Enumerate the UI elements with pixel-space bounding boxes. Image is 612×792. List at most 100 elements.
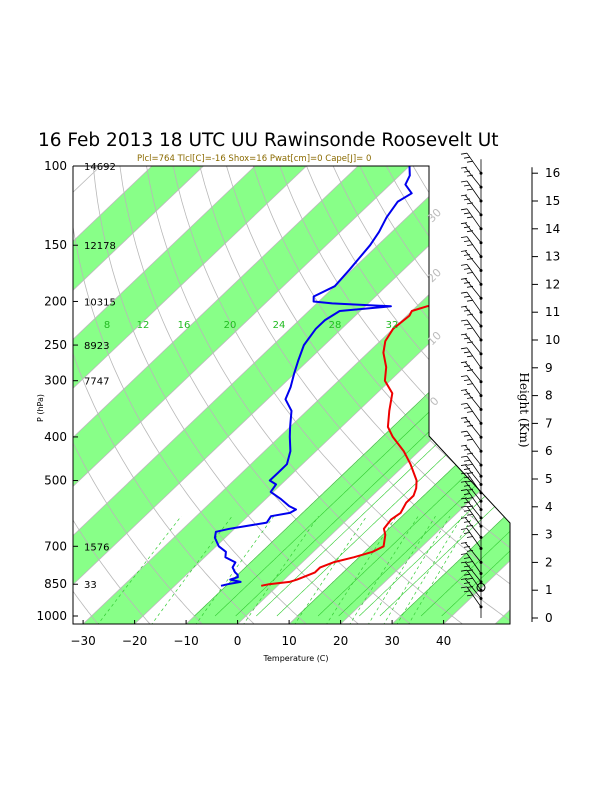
barb-flag — [463, 520, 471, 523]
moist-adiabat — [420, 301, 510, 617]
barb-flag — [460, 277, 468, 280]
height-tick-label: 2 — [545, 555, 553, 569]
dry-adiabat — [73, 166, 309, 624]
mixing-ratio-line — [96, 515, 182, 624]
x-tick-label: 40 — [436, 634, 451, 648]
barb-flag — [460, 464, 468, 466]
barb-flag — [463, 468, 471, 470]
barb-flag — [460, 403, 468, 405]
barb-flag — [466, 497, 474, 499]
moist-adiabat — [441, 301, 510, 617]
barb-flag — [466, 216, 474, 219]
height-annotation: 8923 — [84, 341, 109, 352]
height-tick-label: 6 — [545, 444, 553, 458]
moist-band — [73, 166, 329, 624]
barb-flag — [460, 264, 468, 266]
wind-barb — [466, 375, 482, 396]
wind-barb — [466, 403, 482, 424]
mixing-ratio-label: 32 — [386, 320, 399, 331]
barb-flag — [463, 459, 471, 462]
isotherm-label: 20 — [425, 266, 444, 285]
dry-adiabat — [279, 166, 510, 624]
barb-flag — [463, 476, 471, 479]
barb-flag — [460, 505, 468, 508]
wind-barb — [466, 347, 482, 369]
p-tick-label: 100 — [44, 159, 67, 173]
isotherm-label: 0 — [427, 394, 441, 408]
height-tick-label: 8 — [545, 389, 553, 403]
plot-frame — [72, 165, 511, 625]
barb-flag — [460, 578, 468, 580]
height-tick-label: 12 — [545, 277, 560, 291]
height-annotation: 1576 — [84, 542, 109, 553]
height-annotation: 7747 — [84, 377, 109, 388]
barb-flag — [460, 472, 468, 475]
moist-adiabat — [359, 301, 510, 617]
barb-flag — [466, 411, 474, 413]
barb-flag — [466, 480, 474, 483]
barb-flag — [460, 361, 468, 364]
barb-flag — [463, 434, 471, 437]
wind-barb — [464, 250, 482, 271]
x-axis-title: Temperature (C) — [262, 654, 328, 663]
barb-flag — [460, 319, 468, 322]
dry-adiabat — [92, 166, 361, 624]
barb-flag — [460, 528, 468, 530]
barb-flag — [466, 452, 474, 455]
barb-flag — [460, 489, 468, 491]
barb-flag — [460, 586, 468, 589]
barb-flag — [466, 355, 474, 358]
moist-band — [73, 166, 226, 624]
barb-flag — [460, 375, 468, 377]
wind-barb — [466, 506, 482, 527]
wind-barb — [464, 361, 482, 382]
wind-barb — [466, 430, 482, 452]
barb-flag — [466, 230, 474, 233]
barb-flag — [463, 170, 471, 173]
barb-flag — [466, 561, 474, 563]
height-annotation: 33 — [84, 580, 97, 591]
barb-flag — [460, 347, 468, 350]
dry-adiabat — [73, 166, 100, 624]
isotherm-line — [73, 166, 483, 624]
x-tick-label: 30 — [384, 634, 399, 648]
barb-flag — [463, 379, 471, 381]
barb-flag — [463, 365, 471, 368]
p-tick-label: 700 — [44, 539, 67, 553]
barb-flag — [463, 309, 471, 312]
barb-flag — [463, 281, 471, 284]
wind-barb — [466, 569, 482, 591]
barb-flag — [463, 420, 471, 423]
barb-flag — [460, 430, 468, 433]
wind-barb — [466, 264, 482, 285]
barb-flag — [460, 250, 468, 252]
wind-barb — [466, 319, 482, 341]
barb-flag — [466, 472, 474, 474]
chart-subtitle: Plcl=764 Tlcl[C]=-16 Shox=16 Pwat[cm]=0 … — [137, 154, 372, 164]
isotherm-line — [73, 166, 277, 624]
p-tick-label: 500 — [44, 474, 67, 488]
p-tick-label: 400 — [44, 430, 67, 444]
mixing-ratio-line — [407, 516, 474, 624]
barb-flag — [460, 180, 468, 183]
moist-adiabat — [338, 301, 510, 617]
barb-flag — [460, 497, 468, 500]
dewpoint-trace — [213, 166, 413, 587]
barb-flag — [460, 569, 468, 572]
barb-flag — [460, 208, 468, 211]
height-tick-label: 4 — [545, 500, 553, 514]
barb-flag — [466, 160, 474, 163]
barb-flag — [463, 295, 471, 298]
height-axis-title: Height (Km) — [517, 372, 531, 447]
moist-band — [493, 166, 510, 624]
barb-flag — [460, 561, 468, 564]
wind-barb — [466, 586, 482, 608]
barb-flag — [460, 291, 468, 294]
mixing-ratio-line — [367, 516, 436, 624]
barb-flag — [463, 254, 471, 256]
barb-flag — [460, 553, 468, 555]
moist-band — [73, 166, 510, 624]
height-tick-label: 9 — [545, 361, 553, 375]
barb-flag — [466, 327, 474, 330]
